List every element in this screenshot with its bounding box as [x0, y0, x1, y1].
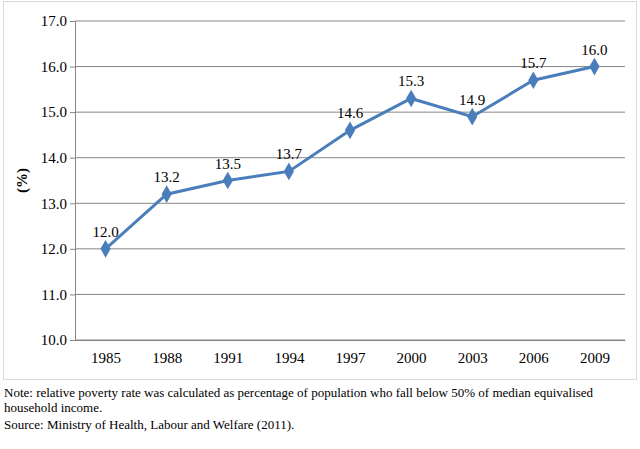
marker: [223, 172, 233, 190]
x-tick: 1988: [152, 340, 182, 366]
x-tick: 2003: [458, 340, 488, 366]
y-tick-label: 16.0: [41, 59, 67, 75]
y-tick-label: 17.0: [41, 13, 67, 29]
marker: [589, 58, 599, 76]
marker: [467, 108, 477, 126]
x-tick: 2009: [580, 340, 610, 366]
x-tick: 1997: [336, 340, 367, 366]
x-tick: 1994: [274, 340, 305, 366]
annotation: Note: relative poverty rate was calculat…: [4, 385, 594, 415]
y-tick: 10.0: [41, 332, 75, 348]
y-axis: 10.0 11.0 12.0 13.0 14.0 15.0 16.0 17.0: [41, 13, 76, 348]
y-tick-label: 14.0: [41, 150, 67, 166]
grid: [75, 21, 625, 340]
data-label: 16.0: [581, 42, 607, 58]
y-axis-line: [70, 22, 76, 341]
data-label: 15.7: [520, 55, 547, 71]
x-tick-label: 1988: [152, 350, 182, 366]
y-tick-mark: [70, 158, 75, 159]
x-tick-label: 2009: [580, 350, 610, 366]
plot-marks: [100, 58, 599, 258]
data-label: 13.2: [154, 169, 180, 185]
grid-line: [75, 294, 625, 295]
y-tick-label: 12.0: [41, 241, 67, 257]
y-tick: 17.0: [41, 13, 75, 29]
data-label: 14.9: [459, 92, 485, 108]
marker: [528, 71, 538, 89]
marker: [345, 122, 355, 140]
annotation: Source: Ministry of Health, Labour and W…: [4, 417, 294, 432]
y-tick-mark: [70, 203, 75, 204]
y-tick-label: 15.0: [41, 104, 67, 120]
marker: [100, 240, 110, 258]
y-tick: 16.0: [41, 59, 75, 75]
x-axis: 1985 1988 1991 1994 1997 2000 2003 2006 2009: [76, 340, 626, 366]
data-label: 14.6: [337, 105, 364, 121]
y-tick-mark: [70, 249, 75, 250]
data-label: 13.5: [215, 156, 241, 172]
marker: [162, 185, 172, 203]
x-tick: 1991: [213, 340, 243, 366]
line: [106, 67, 595, 249]
x-axis-line: [76, 340, 626, 341]
x-tick-label: 1991: [213, 350, 243, 366]
x-tick: 2000: [397, 340, 427, 366]
y-tick-label: 13.0: [41, 196, 67, 212]
marker: [284, 163, 294, 181]
y-tick-label: 11.0: [41, 287, 67, 303]
chart-frame: [4, 2, 637, 380]
x-tick: 1985: [91, 340, 121, 366]
marker: [406, 90, 416, 108]
data-label: 15.3: [398, 73, 424, 89]
data-label: 13.7: [276, 146, 303, 162]
data-label: 12.0: [92, 224, 118, 240]
y-tick: 12.0: [41, 241, 75, 257]
y-tick-mark: [70, 294, 75, 295]
y-tick-mark: [70, 112, 75, 113]
y-tick-mark: [70, 67, 75, 68]
y-axis-title: (%): [14, 168, 31, 193]
x-tick-label: 2003: [458, 350, 488, 366]
y-tick: 13.0: [41, 196, 75, 212]
x-tick-label: 1997: [336, 350, 367, 366]
y-tick: 15.0: [41, 104, 75, 120]
grid-line: [75, 340, 625, 341]
x-tick: 2006: [519, 340, 550, 366]
grid-line: [75, 248, 625, 249]
chart-svg: 10.0 11.0 12.0 13.0 14.0 15.0 16.0 17.0 1985 1988…: [0, 0, 640, 449]
y-tick: 11.0: [41, 287, 75, 303]
y-tick-mark: [70, 21, 75, 22]
x-tick-label: 2000: [397, 350, 427, 366]
grid-line: [75, 157, 625, 158]
grid-line: [75, 21, 625, 22]
x-tick-label: 1994: [274, 350, 305, 366]
y-tick-mark: [70, 340, 75, 341]
y-tick-label: 10.0: [41, 332, 67, 348]
data-labels: 12.0 13.2 13.5 13.7 14.6 15.3 14.9 15.7 16.0: [92, 42, 607, 240]
x-tick-label: 2006: [519, 350, 550, 366]
y-tick: 14.0: [41, 150, 75, 166]
x-tick-label: 1985: [91, 350, 121, 366]
